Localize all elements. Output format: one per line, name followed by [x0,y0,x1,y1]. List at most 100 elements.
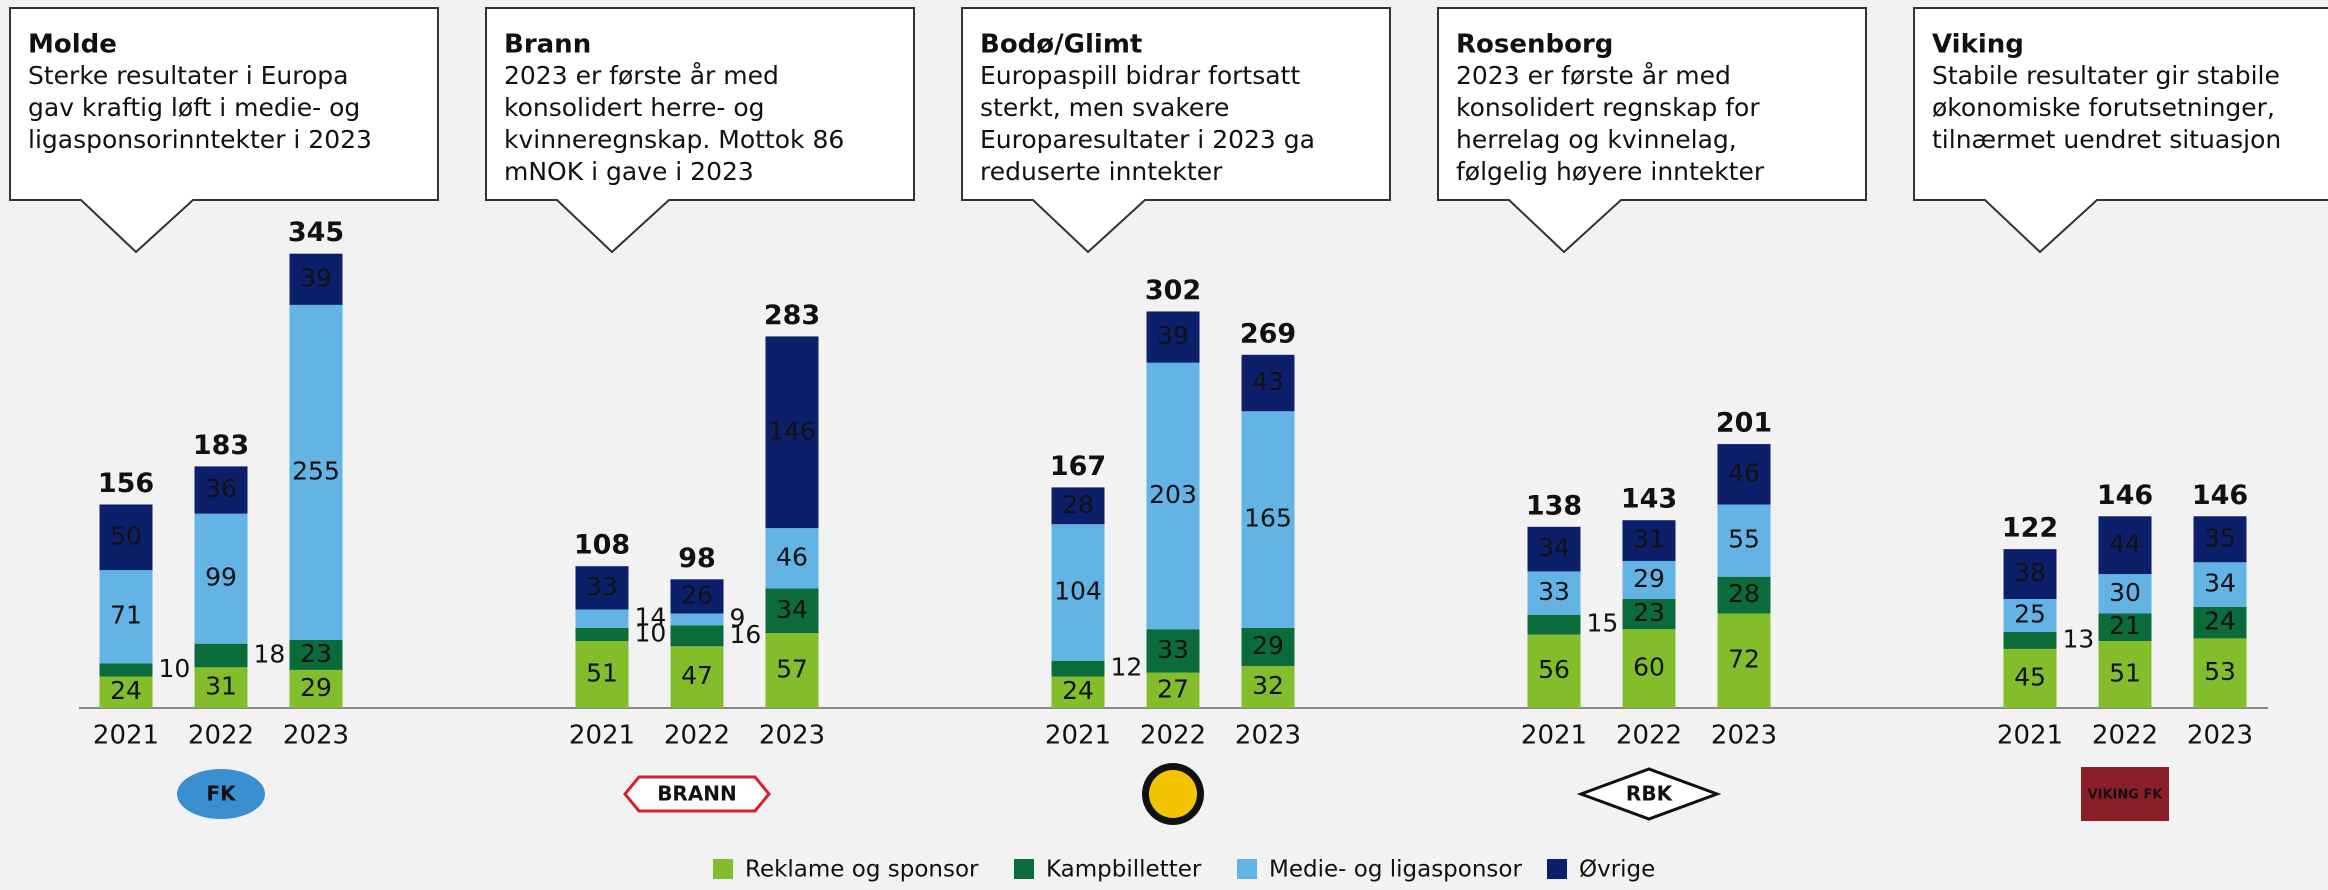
segment-label: 29 [300,673,332,702]
bar-segment [1241,411,1295,628]
bar-segment [1622,520,1676,561]
segment-label: 31 [205,672,237,701]
segment-label: 33 [1157,635,1189,664]
segment-label: 146 [768,416,816,445]
segment-label: 51 [2109,659,2141,688]
segment-label: 18 [254,639,286,668]
callout-title: Bodø/Glimt [980,30,1142,60]
segment-label: 165 [1244,504,1292,533]
total-label: 183 [193,430,249,461]
bar-segment [194,667,248,708]
x-tick-label: 2021 [1997,721,2063,751]
callout-box [1913,7,2328,254]
callout-text: gav kraftig løft i medie- og [28,93,360,122]
callout-box [9,7,439,254]
bar-segment [2003,599,2057,632]
legend-label: Medie- og ligasponsor [1269,857,1522,883]
segment-label: 255 [292,456,340,485]
segment-label: 56 [1538,655,1570,684]
callout-title: Viking [1932,30,2024,60]
bar-segment [1717,576,1771,614]
segment-label: 24 [110,676,142,705]
x-tick-label: 2022 [2092,721,2158,751]
x-tick-label: 2021 [1521,721,1587,751]
callout-text: økonomiske forutsetninger, [1932,93,2275,122]
bar-segment [194,643,248,668]
segment-label: 29 [1633,564,1665,593]
x-tick-label: 2023 [2187,721,2253,751]
segment-label: 10 [635,618,667,647]
bar-segment [575,566,629,610]
total-label: 98 [678,543,716,574]
segment-label: 43 [1252,367,1284,396]
bar-segment [575,627,629,642]
callout-box [1437,7,1867,254]
legend-swatch [1014,859,1034,879]
bar-segment [1241,665,1295,708]
bar-segment [1051,660,1105,677]
callout-text: Europaresultater i 2023 ga [980,125,1315,154]
segment-label: 32 [1252,671,1284,700]
bar-segment [2003,631,2057,649]
bar-segment [289,669,343,708]
segment-label: 27 [1157,674,1189,703]
segment-label: 71 [110,601,142,630]
callout-text: Sterke resultater i Europa [28,61,348,90]
bar-segment [1527,634,1581,708]
total-label: 283 [764,300,820,331]
x-tick-label: 2021 [93,721,159,751]
callout-title: Molde [28,30,117,60]
bar-segment [670,625,724,647]
segment-label: 25 [2014,599,2046,628]
total-label: 122 [2002,513,2058,544]
segment-label: 9 [730,603,746,632]
segment-label: 16 [730,620,762,649]
segment-label: 15 [1587,609,1619,638]
callout-text: ligasponsorinntekter i 2023 [28,125,372,154]
callout-box [961,7,1391,254]
bar-segment [1051,524,1105,661]
segment-label: 23 [300,639,332,668]
bar-segment [99,663,153,677]
bar-segment [99,570,153,664]
logo-text: RBK [1626,782,1674,806]
bar-segment [1146,672,1200,708]
bar-segment [1241,627,1295,666]
bar-segment [2193,516,2247,563]
bar-segment [1527,614,1581,635]
total-label: 302 [1145,275,1201,306]
callout-box [485,7,915,254]
segment-label: 12 [1111,653,1143,682]
bar-segment [1717,504,1771,577]
total-label: 167 [1050,451,1106,482]
logo [177,769,265,819]
bar-segment [1527,571,1581,615]
legend-swatch [1237,859,1257,879]
segment-label: 57 [776,655,808,684]
bar-segment [2098,574,2152,614]
segment-label: 46 [1728,458,1760,487]
segment-label: 30 [2109,578,2141,607]
bar-segment [1622,629,1676,708]
total-label: 345 [288,217,344,248]
callout-text: Europaspill bidrar fortsatt [980,61,1300,90]
logo [1149,770,1197,818]
x-tick-label: 2021 [569,721,635,751]
x-tick-label: 2023 [1235,721,1301,751]
bar-segment [575,641,629,708]
callout-title: Brann [504,30,591,60]
segment-label: 60 [1633,653,1665,682]
bar-segment [2098,641,2152,708]
bar-segment [1146,629,1200,673]
bar-segment [2193,562,2247,607]
callout-title: Rosenborg [1456,30,1613,60]
x-tick-label: 2023 [283,721,349,751]
segment-label: 39 [1157,321,1189,350]
callout-text: Stabile resultater gir stabile [1932,61,2280,90]
bar-segment [670,646,724,708]
total-label: 108 [574,530,630,561]
total-label: 156 [98,468,154,499]
x-tick-label: 2021 [1045,721,1111,751]
bar-segment [1622,560,1676,600]
x-tick-label: 2022 [1140,721,1206,751]
